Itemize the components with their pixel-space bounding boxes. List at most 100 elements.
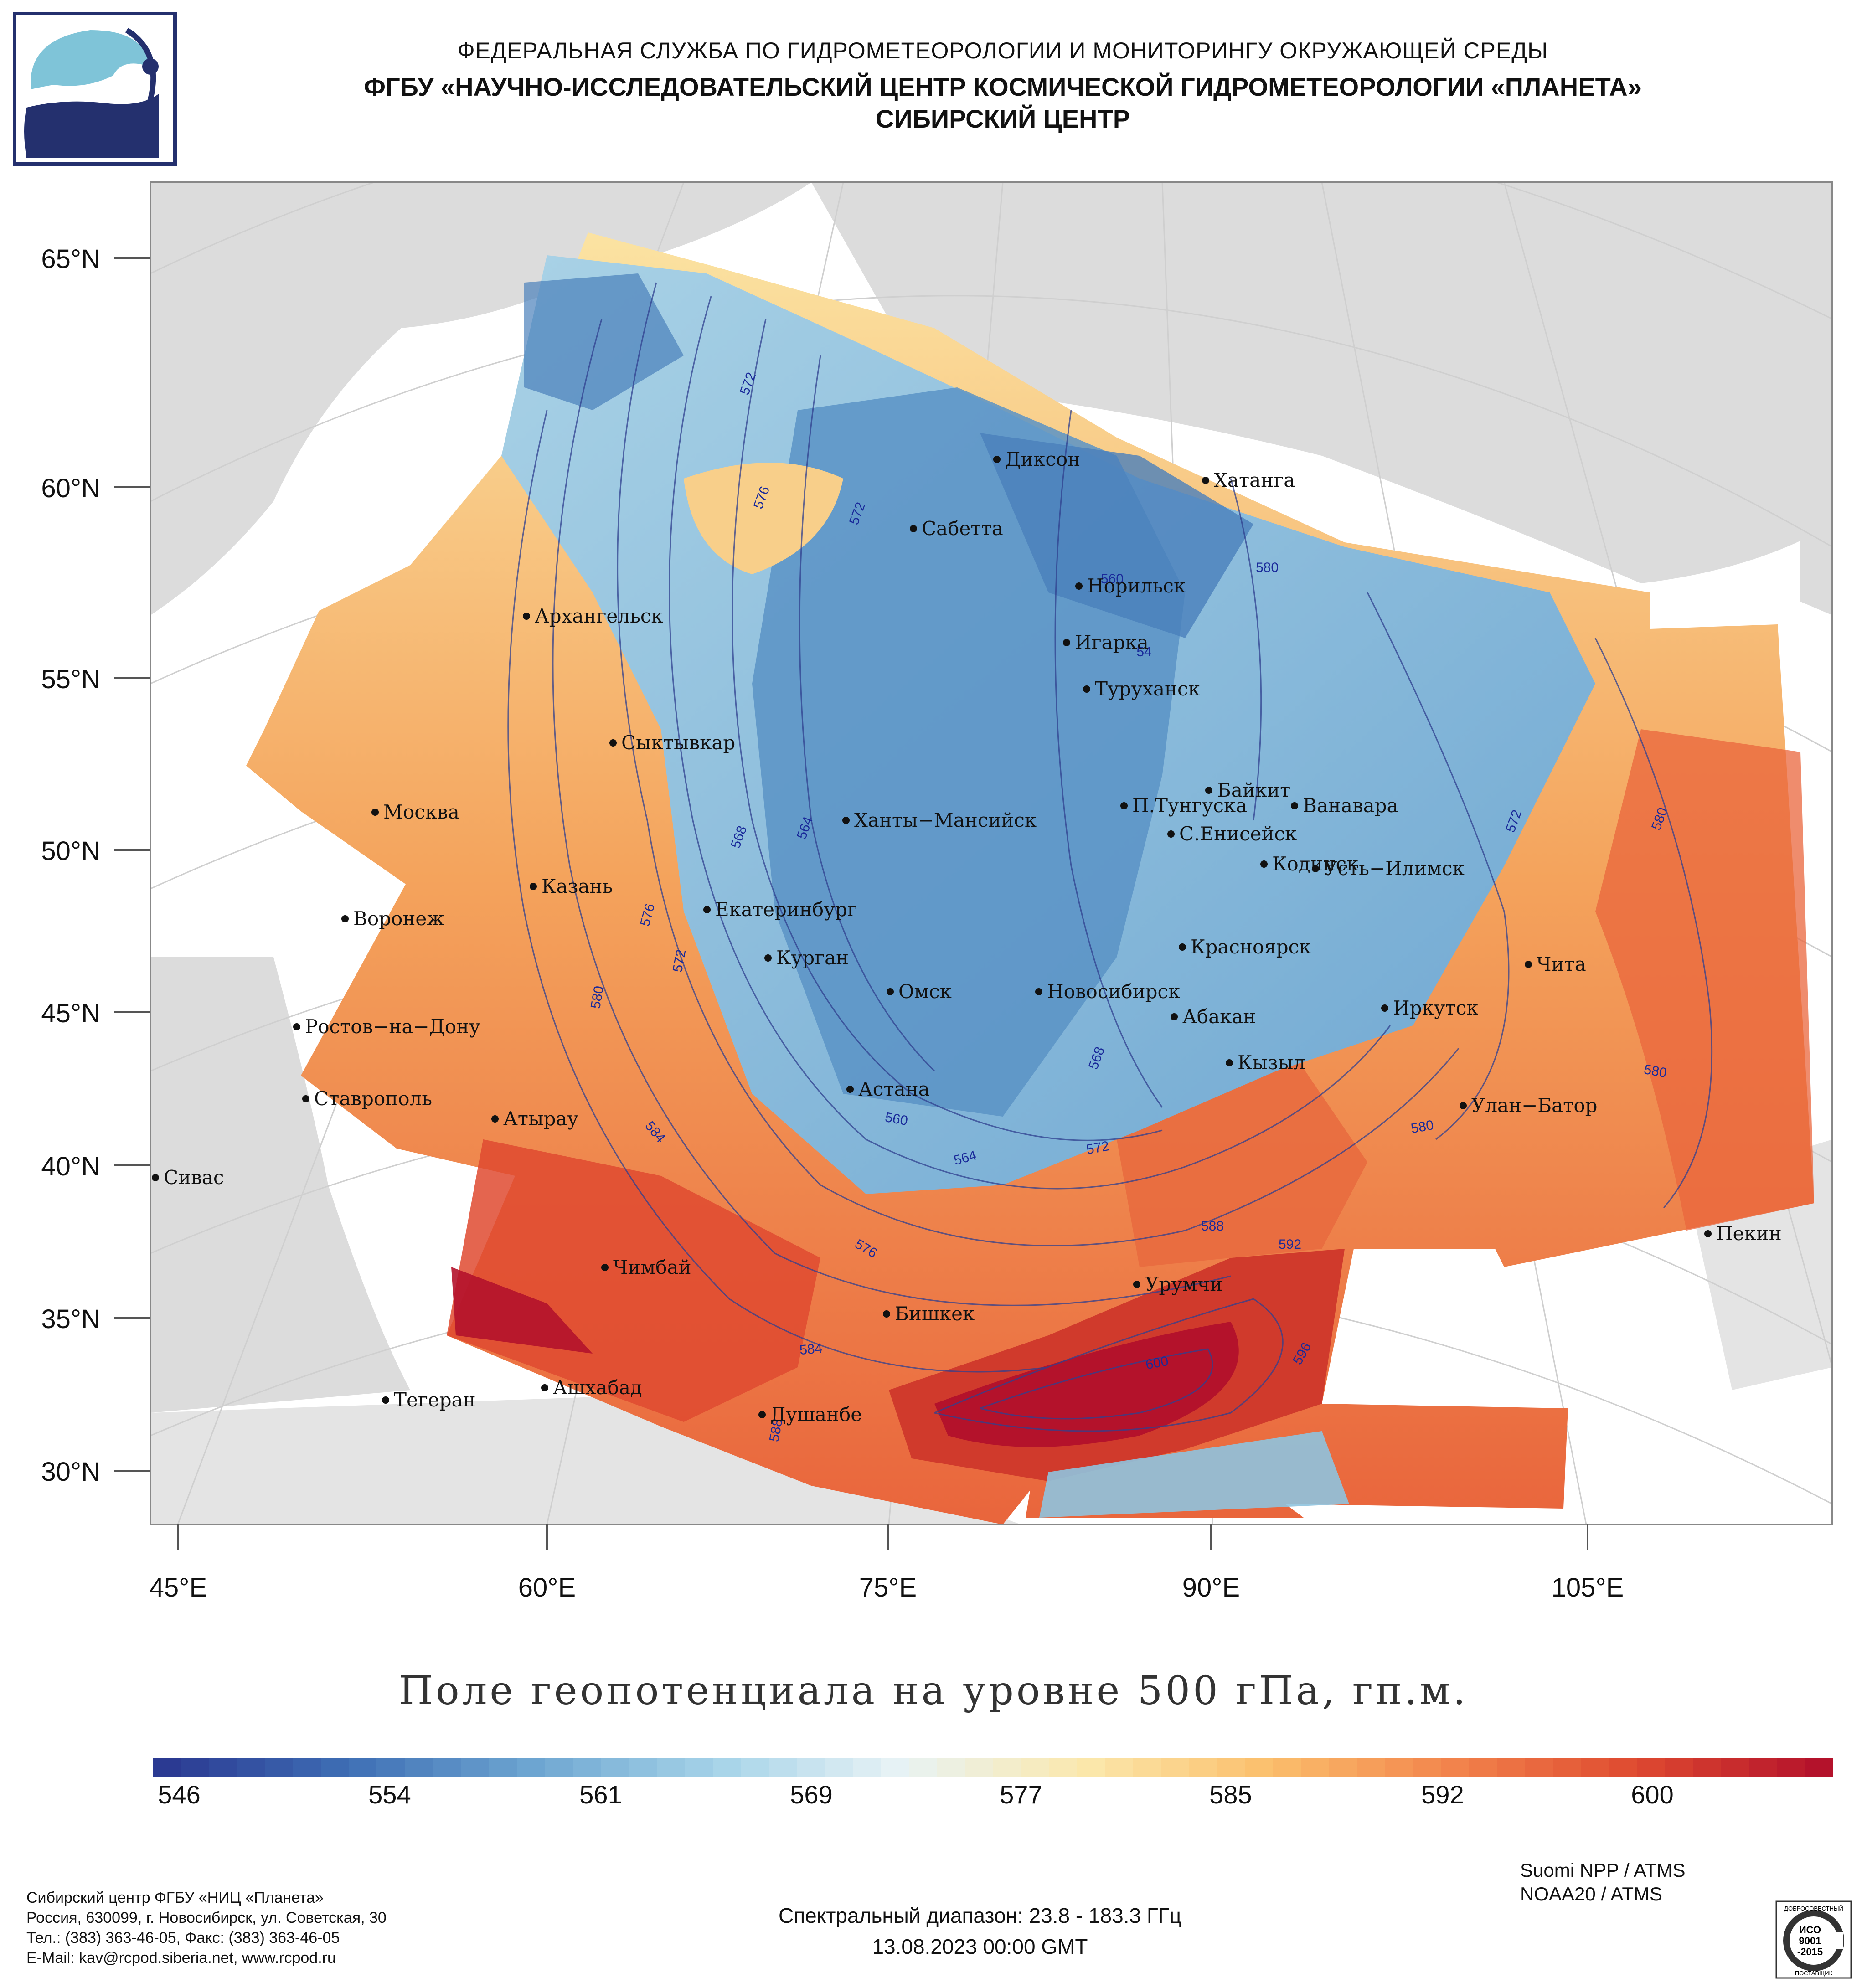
city-label: С.Енисейск (1179, 823, 1297, 845)
contour-label: 54 (1136, 644, 1151, 659)
map-title: Поле геопотенциала на уровне 500 гПа, гп… (398, 1668, 1469, 1714)
city-marker: Чимбай (601, 1256, 691, 1278)
colorbar-tick: 546 (158, 1780, 201, 1809)
city-marker: Омск (887, 980, 952, 1003)
city-dot (1381, 1004, 1388, 1012)
city-label: Омск (898, 980, 952, 1003)
city-label: Ашхабад (553, 1376, 642, 1399)
city-dot (1179, 943, 1186, 951)
iso-badge-line3: -2015 (1797, 1946, 1823, 1957)
city-marker: Казань (530, 875, 613, 897)
colorbar-segment (1048, 1758, 1078, 1777)
isohypses (507, 282, 1713, 1432)
colorbar-segment (1692, 1758, 1722, 1777)
colorbar-segment (572, 1758, 601, 1777)
city-dot (1133, 1281, 1140, 1288)
city-marker: Иркутск (1381, 997, 1478, 1019)
city-label: Ставрополь (314, 1087, 432, 1110)
city-label: Чимбай (613, 1256, 691, 1278)
colorbar-segment (1636, 1758, 1666, 1777)
colorbar-segment (404, 1758, 433, 1777)
city-marker: Ашхабад (541, 1376, 642, 1399)
footer-datetime: 13.08.2023 00:00 GMT (872, 1935, 1088, 1958)
city-dot (1205, 787, 1212, 794)
iso-badge: ДОБРОСОВЕСТНЫЙ ИСО 9001 -2015 ПОСТАВЩИК (1775, 1900, 1852, 1979)
colorbar-segment (153, 1758, 181, 1777)
colorbar-segment (741, 1758, 769, 1777)
colorbar-segment (293, 1758, 321, 1777)
footer-email: E-Mail: kav@rcpod.siberia.net, www.rcpod… (26, 1949, 336, 1967)
city-label: Красноярск (1191, 936, 1311, 958)
city-dot (883, 1310, 890, 1318)
city-label: Туруханск (1095, 678, 1200, 700)
land-arctic (811, 182, 1832, 583)
planeta-logo (13, 12, 177, 166)
city-label: Казань (542, 875, 613, 897)
colorbar-tick: 569 (790, 1780, 833, 1809)
contour-label: 592 (1279, 1237, 1301, 1252)
city-label: Архангельск (535, 605, 663, 627)
city-dot (1460, 1102, 1467, 1109)
city-dot (1035, 988, 1042, 995)
city-marker: Новосибирск (1035, 980, 1180, 1003)
city-marker: Туруханск (1083, 678, 1200, 700)
city-label: Курган (776, 947, 849, 969)
footer-phone: Тел.: (383) 363-46-05, Факс: (383) 363-4… (26, 1929, 340, 1947)
colorbar-segment (993, 1758, 1021, 1777)
colorbar-segment (376, 1758, 405, 1777)
colorbar-segment (1189, 1758, 1217, 1777)
city-label: Абакан (1182, 1005, 1256, 1028)
city-dot (293, 1023, 300, 1030)
colorbar (153, 1758, 1833, 1777)
contour-label: 560 (1101, 572, 1124, 587)
city-label: Байкит (1217, 779, 1290, 801)
city-label: Иркутск (1393, 997, 1478, 1019)
iso-badge-bottom: ПОСТАВЩИК (1795, 1970, 1833, 1977)
city-label: Игарка (1075, 631, 1149, 654)
colorbar-segment (1300, 1758, 1330, 1777)
colorbar-segment (1525, 1758, 1553, 1777)
city-marker: Сивас (152, 1166, 224, 1189)
city-label: Ханты−Мансийск (854, 809, 1037, 831)
city-marker: Душанбе (758, 1403, 862, 1426)
warm-region-east (1595, 729, 1814, 1231)
lat-label: 45°N (41, 999, 100, 1028)
colorbar-segment (320, 1758, 350, 1777)
cold-core-barents (524, 273, 684, 410)
colorbar-segment (629, 1758, 657, 1777)
city-dot (1525, 961, 1532, 968)
city-label: Душанбе (770, 1403, 862, 1426)
colorbar-segment (1721, 1758, 1749, 1777)
city-label: Тегеран (394, 1389, 476, 1411)
city-marker: Курган (764, 947, 849, 969)
colorbar-segment (460, 1758, 490, 1777)
colorbar-segment (600, 1758, 629, 1777)
city-dot (1083, 685, 1090, 693)
city-dot (887, 988, 894, 995)
colorbar-segment (1552, 1758, 1582, 1777)
colorbar-segment (1748, 1758, 1778, 1777)
city-label: Ростов−на−Дону (305, 1015, 480, 1038)
city-marker: Тегеран (382, 1389, 476, 1411)
city-label: Астана (858, 1078, 930, 1100)
footer-satellite-1: Suomi NPP / ATMS (1520, 1859, 1686, 1881)
city-dot (382, 1396, 389, 1404)
colorbar-segment (796, 1758, 825, 1777)
lat-label: 35°N (41, 1304, 100, 1334)
city-marker: Кызыл (1226, 1051, 1305, 1074)
city-label: Пекин (1716, 1222, 1782, 1245)
city-marker: Абакан (1171, 1005, 1256, 1028)
city-marker: Улан−Батор (1460, 1094, 1598, 1117)
cool-patch-tibet (1039, 1431, 1349, 1518)
land-kamchatka (1800, 524, 1832, 615)
colorbar-segment (516, 1758, 546, 1777)
colorbar-tick: 577 (1000, 1780, 1042, 1809)
colorbar-segment (433, 1758, 461, 1777)
colorbar-segment (208, 1758, 237, 1777)
colorbar-segment (937, 1758, 965, 1777)
city-label: Усть−Илимск (1324, 857, 1465, 880)
lat-label: 40°N (41, 1152, 100, 1181)
footer-org: Сибирский центр ФГБУ «НИЦ «Планета» (26, 1889, 324, 1906)
city-dot (1704, 1230, 1712, 1237)
iso-badge-line2: 9001 (1799, 1935, 1821, 1947)
